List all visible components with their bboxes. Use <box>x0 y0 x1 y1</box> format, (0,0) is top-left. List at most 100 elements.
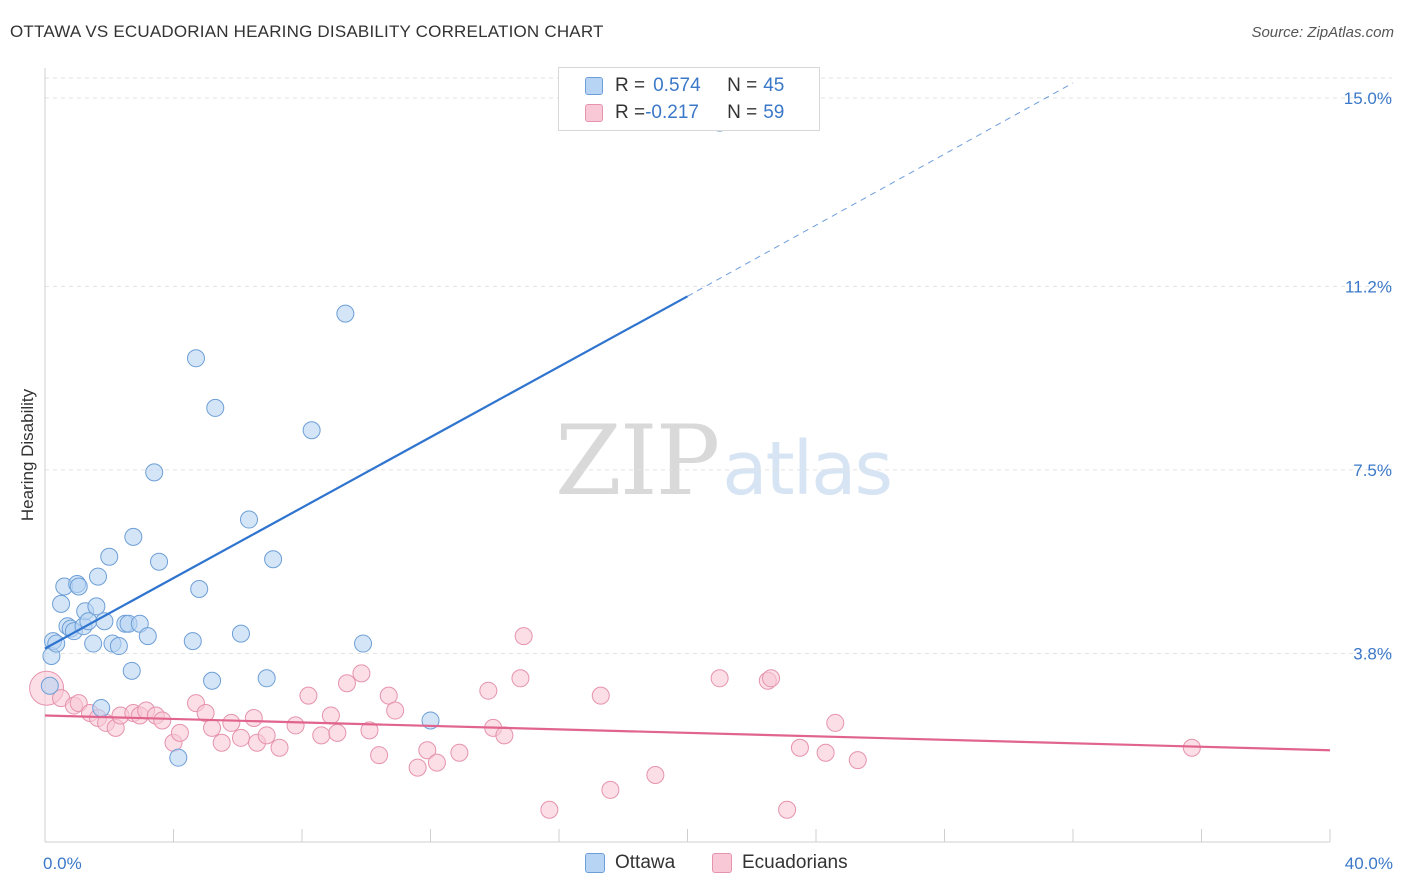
ecuadorians-point <box>514 627 533 646</box>
watermark-atlas: atlas <box>722 426 893 512</box>
ecuadorians-point <box>418 741 437 760</box>
ecuadorians-n-label: N = <box>727 102 758 123</box>
ottawa-point <box>186 349 205 368</box>
ecuadorians-point <box>170 723 189 742</box>
ecuadorians-point <box>848 751 867 770</box>
ottawa-trend-line <box>44 295 689 650</box>
ecuadorians-point <box>244 708 263 727</box>
ecuadorians-point <box>312 726 331 745</box>
ecuadorians-r-label: R = <box>615 102 646 123</box>
ecuadorians-r-value: -0.217 <box>645 102 699 123</box>
ecuadorians-point <box>270 738 289 757</box>
ottawa-n-value: 45 <box>763 75 785 96</box>
ecuadorians-point <box>826 713 845 732</box>
ottawa-point <box>264 550 283 569</box>
ottawa-point <box>69 577 88 596</box>
ecuadorians-point <box>710 669 729 688</box>
legend-ecuadorians-label: Ecuadorians <box>742 852 848 873</box>
y-tick-label: 7.5% <box>1353 461 1392 480</box>
ottawa-n-label: N = <box>727 75 758 96</box>
ecuadorians-point <box>203 718 222 737</box>
ottawa-swatch <box>585 77 603 95</box>
ecuadorians-point <box>379 686 398 705</box>
ecuadorians-point <box>286 716 305 735</box>
ecuadorians-point <box>328 723 347 742</box>
ecuadorians-point <box>337 674 356 693</box>
ecuadorians-point <box>495 726 514 745</box>
ottawa-point <box>336 304 355 323</box>
ottawa-point <box>100 547 119 566</box>
ottawa-point <box>231 624 250 643</box>
ottawa-point <box>40 676 59 695</box>
ecuadorians-point <box>408 758 427 777</box>
ottawa-trend-extension <box>687 82 1074 297</box>
ecuadorians-point <box>231 728 250 747</box>
legend-ecuadorians-swatch <box>712 853 732 873</box>
ottawa-point <box>89 567 108 586</box>
ecuadorians-point <box>762 669 781 688</box>
ecuadorians-point <box>321 706 340 725</box>
y-tick-label: 15.0% <box>1344 89 1392 108</box>
ecuadorians-point <box>479 681 498 700</box>
ottawa-point <box>239 510 258 529</box>
ecuadorians-point <box>816 743 835 762</box>
ecuadorians-trend-line <box>44 714 1331 752</box>
legend-ottawa-label: Ottawa <box>615 852 676 873</box>
ottawa-point <box>124 527 143 546</box>
legend-row-ottawa: R = 0.574 N = 45 <box>559 73 784 99</box>
y-tick-label: 11.2% <box>1345 277 1392 296</box>
ottawa-point <box>206 398 225 417</box>
ecuadorians-point <box>153 711 172 730</box>
watermark-zip: ZIP <box>555 405 720 517</box>
legend-item-ecuadorians: Ecuadorians <box>712 852 848 874</box>
ecuadorians-point <box>540 800 559 819</box>
ecuadorians-point <box>257 726 276 745</box>
ecuadorians-point <box>352 664 371 683</box>
legend-row-ecuadorians: R = -0.217 N = 59 <box>559 100 784 126</box>
ecuadorians-point <box>386 701 405 720</box>
ecuadorians-point <box>778 800 797 819</box>
ecuadorians-point <box>511 669 530 688</box>
ottawa-point <box>87 597 106 616</box>
ottawa-r-label: R = <box>615 75 646 96</box>
ecuadorians-point <box>69 694 88 713</box>
ecuadorians-point <box>299 686 318 705</box>
watermark: ZIPatlas <box>555 405 893 517</box>
ottawa-point <box>138 627 157 646</box>
ottawa-point <box>190 579 209 598</box>
ottawa-point <box>84 634 103 653</box>
ecuadorians-point <box>212 733 231 752</box>
legend-item-ottawa: Ottawa <box>585 852 675 874</box>
ecuadorians-point <box>450 743 469 762</box>
source-label: Source: ZipAtlas.com <box>1251 24 1394 41</box>
ecuadorians-point <box>591 686 610 705</box>
ottawa-point <box>122 661 141 680</box>
correlation-legend: R = 0.574 N = 45 R = -0.217 N = 59 <box>558 67 820 131</box>
ecuadorians-point <box>427 753 446 772</box>
ecuadorians-swatch <box>585 104 603 122</box>
ottawa-point <box>183 632 202 651</box>
ottawa-point <box>257 669 276 688</box>
ecuadorians-n-value: 59 <box>763 102 785 123</box>
ottawa-point <box>354 634 373 653</box>
ecuadorians-point <box>646 766 665 785</box>
legend-ottawa-swatch <box>585 853 605 873</box>
x-tick-label: 0.0% <box>43 854 82 873</box>
ecuadorians-point <box>222 713 241 732</box>
ottawa-point <box>150 552 169 571</box>
ottawa-point <box>52 594 71 613</box>
ottawa-point <box>92 699 111 718</box>
y-tick-label: 3.8% <box>1353 644 1392 663</box>
ottawa-point <box>109 637 128 656</box>
ecuadorians-point <box>601 780 620 799</box>
ecuadorians-point <box>196 704 215 723</box>
x-tick-label: 40.0% <box>1345 854 1393 873</box>
ottawa-point <box>169 748 188 767</box>
ottawa-point <box>203 671 222 690</box>
ecuadorians-point <box>370 746 389 765</box>
ecuadorians-point <box>360 721 379 740</box>
chart-title: OTTAWA VS ECUADORIAN HEARING DISABILITY … <box>10 22 604 41</box>
ottawa-point <box>145 463 164 482</box>
ottawa-r-value: 0.574 <box>653 75 701 96</box>
